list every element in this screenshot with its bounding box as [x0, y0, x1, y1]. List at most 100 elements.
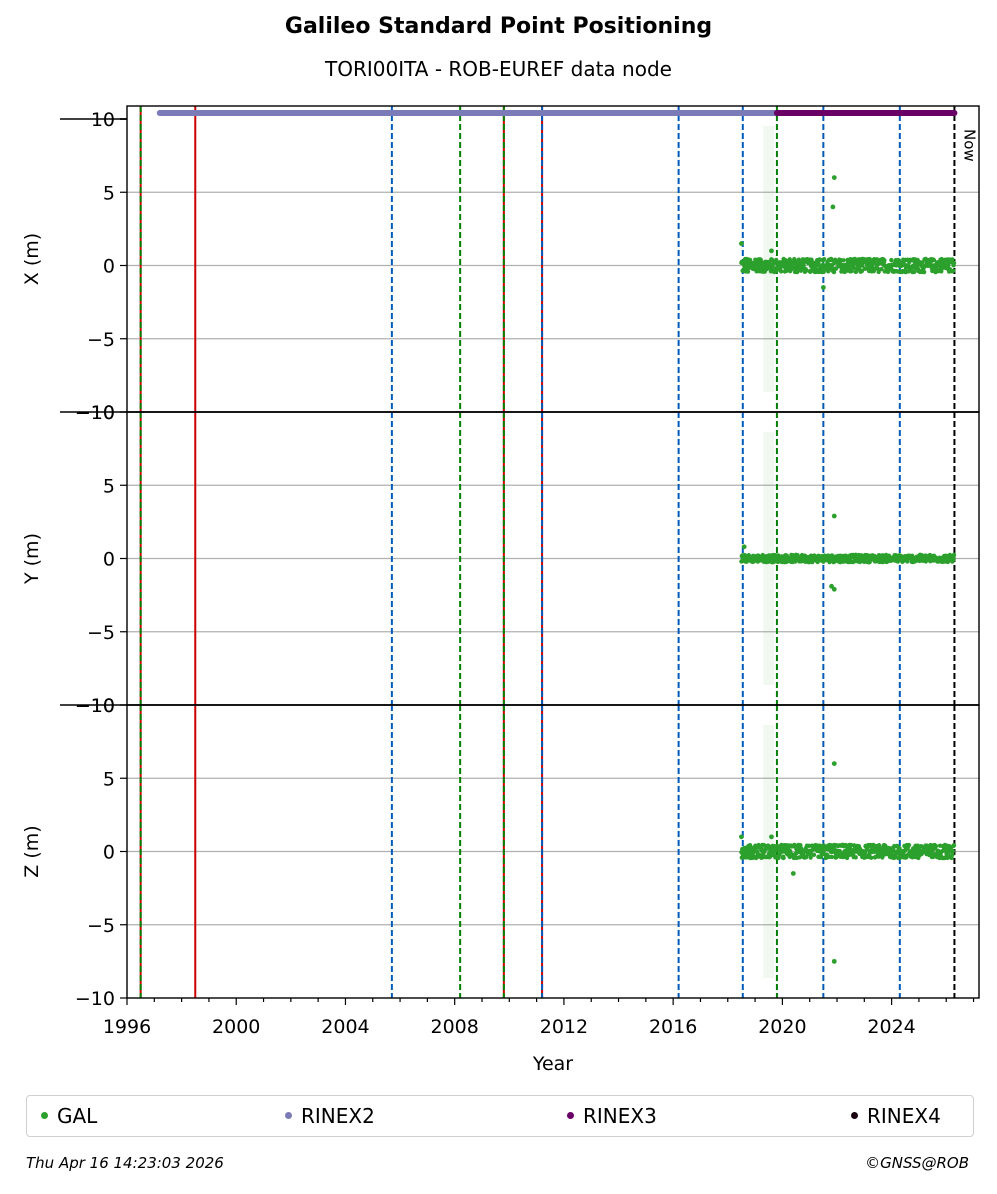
x-tick-label: 2000 [212, 1016, 260, 1038]
gal-point [879, 266, 884, 272]
gal-point [840, 854, 846, 860]
legend-marker [41, 1112, 48, 1119]
gal-point [797, 855, 802, 860]
gal-outlier [820, 285, 826, 290]
gal-point [766, 843, 771, 849]
gal-point [841, 258, 846, 263]
gal-point [803, 268, 809, 273]
gal-point [951, 260, 957, 266]
gal-outlier [790, 871, 796, 876]
gal-point [808, 855, 813, 860]
y-axis-label: Z (m) [21, 825, 43, 877]
gal-point [921, 269, 927, 275]
gal-point [914, 263, 920, 268]
gal-point [950, 852, 955, 857]
gal-point [885, 269, 891, 274]
x-tick-label: 2016 [649, 1016, 697, 1038]
gal-point [946, 262, 951, 268]
gal-outlier [739, 834, 744, 840]
gal-point [928, 260, 933, 265]
gal-point [801, 263, 806, 268]
gal-point [876, 269, 881, 275]
x-tick-label: 2012 [540, 1016, 588, 1038]
gal-point [889, 257, 894, 263]
gal-point [951, 843, 957, 848]
gal-outlier [831, 513, 837, 519]
y-tick-label: −10 [75, 402, 115, 424]
gal-point [821, 257, 827, 262]
gal-point [931, 258, 937, 263]
footer-credit: ©GNSS@ROB [865, 1154, 969, 1172]
gal-point [897, 846, 902, 851]
gal-outlier [831, 761, 837, 766]
gal-point [860, 263, 865, 268]
legend-label: RINEX3 [583, 1104, 657, 1128]
y-tick-label: −10 [75, 988, 115, 1010]
gal-outlier [830, 204, 836, 210]
gal-point [928, 842, 933, 848]
gal-point [950, 848, 955, 854]
x-tick-label: 2004 [321, 1016, 369, 1038]
gal-point [747, 843, 753, 848]
gal-point [939, 269, 944, 274]
legend-marker [851, 1112, 858, 1119]
y-tick-label: −10 [75, 402, 115, 424]
x-tick-label: 2020 [758, 1016, 806, 1038]
gal-point [778, 269, 784, 274]
y-tick-label: 5 [103, 475, 115, 497]
legend-item-gal: GAL [41, 1096, 97, 1136]
gal-point [803, 854, 809, 860]
x-axis-label: Year [532, 1053, 573, 1075]
gal-point [829, 257, 834, 263]
gal-point [781, 855, 786, 861]
gal-point [843, 842, 849, 848]
gal-point [951, 557, 956, 562]
footer-timestamp: Thu Apr 16 14:23:03 2026 [26, 1154, 224, 1172]
gal-point [925, 845, 930, 851]
gal-point [882, 258, 887, 263]
legend-item-rinex2: RINEX2 [285, 1096, 375, 1136]
gal-point [912, 269, 917, 275]
y-tick-label: 0 [103, 549, 115, 571]
y-tick-label: −5 [87, 622, 115, 644]
legend-label: RINEX4 [867, 1104, 941, 1128]
y-axis-label: Y (m) [21, 533, 43, 585]
gal-point [745, 269, 751, 274]
y-tick-label: 5 [103, 182, 115, 204]
chart-subtitle: TORI00ITA - ROB-EUREF data node [325, 57, 672, 81]
y-tick-label: 10 [91, 109, 115, 131]
y-tick-label: 5 [103, 768, 115, 790]
gal-point [919, 260, 925, 265]
legend-marker [567, 1112, 574, 1119]
gal-point [851, 265, 856, 271]
gal-outlier [741, 544, 747, 550]
gal-point [794, 269, 800, 275]
legend-marker [285, 1112, 292, 1119]
legend-item-rinex4: RINEX4 [851, 1096, 941, 1136]
x-tick-label: 1996 [103, 1016, 151, 1038]
legend-label: GAL [57, 1104, 98, 1128]
y-tick-label: −5 [87, 329, 115, 351]
gal-outlier [831, 586, 837, 592]
gal-outlier [739, 241, 744, 246]
legend-label: RINEX2 [301, 1104, 375, 1128]
x-tick-label: 2024 [867, 1016, 915, 1038]
gal-point [869, 855, 874, 860]
gal-point [933, 843, 939, 849]
gal-point [829, 854, 835, 860]
now-label: Now [960, 129, 978, 162]
y-tick-label: −10 [75, 695, 115, 717]
gal-outlier [831, 958, 837, 964]
gal-point [774, 257, 779, 263]
legend-item-rinex3: RINEX3 [567, 1096, 657, 1136]
gal-point [945, 559, 951, 565]
gal-point [951, 552, 957, 558]
legend: GAL RINEX2 RINEX3 RINEX4 [26, 1095, 974, 1137]
gal-point [906, 842, 912, 848]
gal-outlier [831, 175, 837, 181]
gal-point [853, 855, 858, 860]
gal-point [831, 269, 837, 275]
chart-title: Galileo Standard Point Positioning [284, 14, 713, 39]
y-tick-label: −5 [87, 915, 115, 937]
gal-point [950, 268, 956, 274]
